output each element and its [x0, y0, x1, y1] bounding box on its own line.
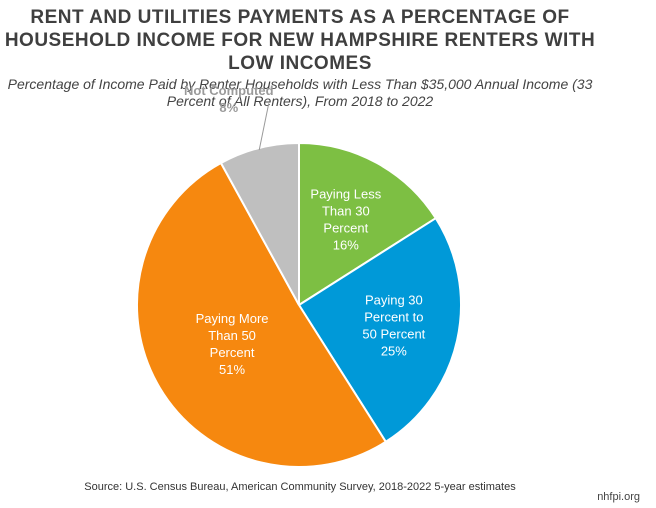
slice-label-not-computed: Not Computed 8%: [184, 83, 274, 115]
pie-slice-30-to-50: [297, 216, 462, 444]
slice-label-line: Than 50: [208, 328, 256, 343]
slice-label-less-than-30: Paying Less Than 30 Percent 16%: [310, 186, 381, 252]
chart-subtitle: Percentage of Income Paid by Renter Hous…: [7, 76, 593, 109]
slice-label-line: Not Computed: [184, 83, 274, 98]
slice-value-not-computed: 8%: [219, 100, 238, 115]
slice-label-line: Percent: [323, 220, 368, 235]
chart-title: RENT AND UTILITIES PAYMENTS AS A PERCENT…: [4, 7, 596, 74]
slice-value-30-to-50: 25%: [381, 344, 407, 359]
source-note: Source: U.S. Census Bureau, American Com…: [84, 481, 516, 493]
slice-label-line: Paying Less: [310, 186, 381, 201]
slice-label-more-than-50: Paying More Than 50 Percent 51%: [196, 311, 269, 377]
pie-slice-less-than-30: [298, 141, 438, 307]
slice-label-line: Percent: [210, 345, 255, 360]
slice-label-30-to-50: Paying 30 Percent to 50 Percent 25%: [362, 293, 425, 359]
slice-value-more-than-50: 51%: [219, 362, 245, 377]
slice-label-line: Paying 30: [365, 293, 423, 308]
slice-label-line: Than 30: [322, 203, 370, 218]
brand-url: nhfpi.org: [597, 491, 640, 503]
slice-label-line: Paying More: [196, 311, 269, 326]
leader-line-not-computed: [258, 103, 270, 151]
slice-value-less-than-30: 16%: [333, 237, 359, 252]
slice-label-line: 50 Percent: [362, 327, 425, 342]
pie-slice-more-than-50: [136, 161, 388, 468]
pie-slice-not-computed: [219, 141, 300, 306]
slice-label-line: Percent to: [364, 310, 423, 325]
